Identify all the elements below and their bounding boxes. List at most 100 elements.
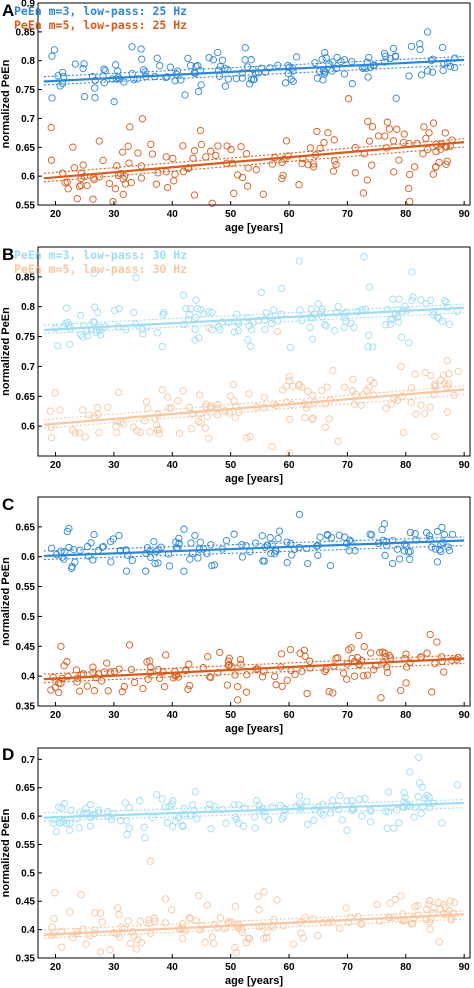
- data-point: [48, 923, 56, 931]
- data-point: [106, 946, 114, 954]
- data-point: [181, 91, 189, 99]
- data-point: [446, 62, 455, 71]
- data-point: [254, 892, 262, 900]
- data-point: [429, 311, 437, 319]
- data-point: [177, 76, 185, 84]
- data-point: [326, 809, 335, 817]
- data-point: [428, 68, 437, 76]
- legend-entry: PeEn m=3, low-pass: 30 Hz: [14, 248, 187, 262]
- data-point: [257, 64, 266, 72]
- data-point: [209, 56, 217, 64]
- data-point: [332, 64, 340, 73]
- data-point: [134, 149, 142, 157]
- data-point: [203, 901, 211, 909]
- data-point: [411, 370, 419, 378]
- data-point: [442, 298, 450, 306]
- data-point: [275, 527, 284, 535]
- data-point: [86, 800, 95, 809]
- data-point: [166, 63, 174, 71]
- data-point: [151, 559, 159, 568]
- data-point: [83, 181, 91, 190]
- data-point: [58, 68, 67, 77]
- data-point: [73, 678, 81, 686]
- x-tick-label: 60: [283, 710, 295, 721]
- data-point: [325, 687, 333, 696]
- data-point: [273, 896, 281, 904]
- data-point: [90, 530, 98, 539]
- data-point: [307, 305, 315, 313]
- data-point: [234, 819, 243, 827]
- data-point: [303, 797, 311, 806]
- data-point: [261, 325, 269, 334]
- data-point: [438, 657, 446, 665]
- data-point: [58, 943, 66, 951]
- y-tick-label: 0.6: [21, 172, 35, 183]
- y-axis-label: normalized PeEn: [0, 59, 12, 148]
- data-point: [296, 800, 304, 808]
- data-point: [171, 77, 179, 85]
- data-point: [208, 308, 216, 316]
- x-tick-label: 40: [167, 710, 179, 721]
- data-point: [50, 46, 58, 54]
- data-point: [97, 677, 106, 685]
- data-point: [158, 386, 166, 394]
- y-tick-label: 0.6: [21, 422, 35, 433]
- x-tick-label: 30: [108, 962, 120, 973]
- data-point: [96, 948, 105, 956]
- data-point: [163, 73, 171, 81]
- data-point: [258, 532, 266, 540]
- data-point: [431, 382, 439, 391]
- data-point: [340, 56, 349, 64]
- y-tick-label: 0.45: [16, 897, 36, 908]
- data-point: [421, 368, 430, 377]
- data-point: [244, 164, 252, 172]
- data-point: [227, 145, 235, 154]
- data-point: [329, 58, 337, 66]
- data-point: [367, 649, 375, 657]
- data-point: [414, 792, 422, 801]
- data-point: [329, 167, 338, 175]
- data-point: [196, 538, 204, 546]
- data-point: [165, 404, 173, 412]
- data-point: [230, 328, 239, 336]
- data-point: [265, 816, 273, 824]
- data-point: [201, 938, 209, 946]
- data-point: [164, 393, 172, 401]
- data-point: [197, 140, 206, 149]
- data-point: [175, 539, 183, 548]
- data-point: [321, 48, 329, 57]
- data-point: [83, 682, 91, 690]
- data-point: [216, 62, 225, 71]
- data-point: [122, 547, 130, 555]
- data-point: [261, 68, 269, 76]
- data-point: [162, 153, 170, 161]
- y-tick-label: 0.45: [16, 642, 36, 653]
- data-point: [349, 375, 357, 384]
- data-point: [208, 199, 216, 207]
- data-point: [255, 801, 263, 809]
- data-point: [150, 917, 159, 925]
- data-point: [410, 163, 419, 171]
- data-point: [51, 389, 59, 397]
- data-point: [238, 69, 246, 77]
- y-axis-label: normalized PeEn: [0, 808, 12, 897]
- regression-line: [43, 657, 465, 681]
- data-point: [428, 688, 436, 696]
- data-point: [285, 377, 294, 385]
- data-point: [422, 134, 430, 143]
- data-point: [405, 184, 413, 193]
- data-point: [136, 917, 145, 925]
- data-point: [347, 644, 355, 652]
- x-tick-label: 90: [459, 710, 471, 721]
- data-point: [92, 328, 101, 337]
- data-point: [386, 320, 395, 328]
- data-point: [66, 908, 74, 916]
- data-point: [231, 903, 240, 911]
- panel-letter: B: [2, 245, 14, 264]
- data-point: [342, 308, 351, 316]
- data-point: [313, 127, 321, 136]
- data-point: [195, 391, 204, 399]
- data-point: [124, 917, 132, 925]
- data-point: [407, 384, 416, 392]
- data-point: [191, 336, 199, 344]
